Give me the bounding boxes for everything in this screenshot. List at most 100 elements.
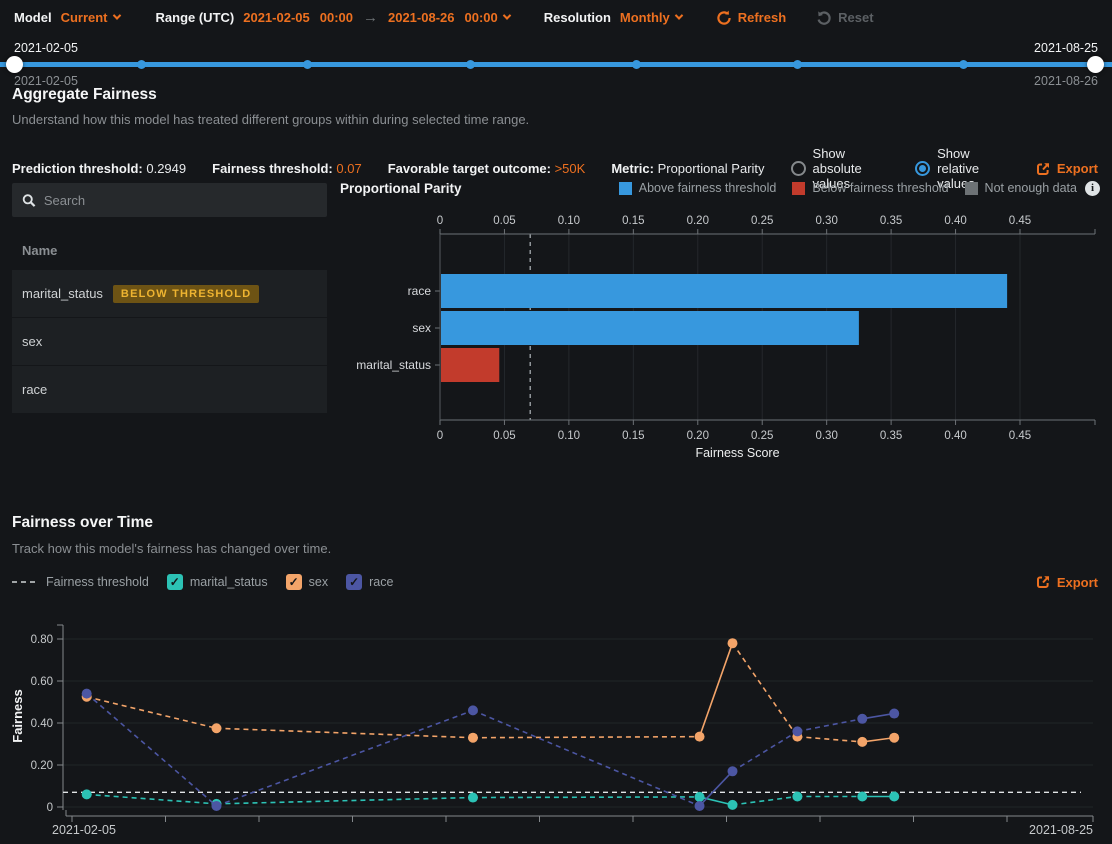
bar-chart-title: Proportional Parity <box>340 180 462 196</box>
threshold-legend-label: Fairness threshold <box>46 575 149 589</box>
reset-button[interactable]: Reset <box>816 10 874 26</box>
data-point-sex[interactable] <box>889 732 900 743</box>
checkbox-sex[interactable]: ✓ <box>285 574 302 590</box>
bar-axis-tick: 0.10 <box>558 215 580 227</box>
slider-dot <box>632 60 642 69</box>
slider-track[interactable] <box>0 60 1112 69</box>
data-point-race[interactable] <box>81 688 92 699</box>
bar-marital_status[interactable] <box>441 348 500 382</box>
radio-unchecked-icon <box>790 161 806 176</box>
top-toolbar: Model Current Range (UTC) 2021-02-05 00:… <box>14 9 874 26</box>
line-yaxis-tick: 0 <box>47 802 53 814</box>
search-box[interactable] <box>12 183 327 217</box>
data-point-sex[interactable] <box>694 731 705 742</box>
list-item-race[interactable]: race <box>12 366 327 413</box>
line-chart: 0 0.20 0.40 0.60 0.80 2021-02-05 2021-08-25 Fai… <box>10 624 1094 837</box>
range-label: Range (UTC) <box>155 10 235 25</box>
data-point-marital_status[interactable] <box>727 799 738 810</box>
bar-axis-tick: 0.30 <box>815 215 837 227</box>
bar-race[interactable] <box>441 274 1008 308</box>
fairness-threshold: Fairness threshold: 0.07 <box>212 161 362 176</box>
bar-axis-tick: 0.20 <box>687 215 709 227</box>
search-input[interactable] <box>43 192 317 208</box>
bar-category-label: sex <box>412 321 431 335</box>
show-absolute-values-radio[interactable]: Show absolute values <box>790 146 892 191</box>
bar-xaxis-label: Fairness Score <box>695 446 779 460</box>
status-badge: BELOW THRESHOLD <box>112 284 260 303</box>
list-item-sex[interactable]: sex <box>12 318 327 365</box>
data-point-marital_status[interactable] <box>889 791 900 802</box>
bar-axis-tick: 0.45 <box>1009 215 1031 227</box>
line-yaxis-tick: 0.40 <box>31 718 53 730</box>
bar-axis-tick: 0 <box>437 215 443 227</box>
data-point-marital_status[interactable] <box>81 789 92 800</box>
line-xaxis-end-label: 2021-08-25 <box>1029 823 1093 837</box>
favorable-target-outcome: Favorable target outcome: >50K <box>387 161 586 176</box>
time-range-slider: 2021-02-05 2021-08-25 2021-02-05 2021-08… <box>0 40 1112 92</box>
line-yaxis-tick: 0.60 <box>31 676 53 688</box>
radio-checked-icon <box>915 161 931 176</box>
slider-handle-right[interactable] <box>1087 56 1104 73</box>
data-point-marital_status[interactable] <box>694 791 705 802</box>
data-point-sex[interactable] <box>211 723 222 734</box>
bar-axis-tick: 0.30 <box>815 430 837 442</box>
data-point-race[interactable] <box>694 800 705 811</box>
data-point-race[interactable] <box>857 713 868 724</box>
chevron-down-icon <box>112 10 121 20</box>
bar-axis-tick: 0.35 <box>880 430 902 442</box>
feature-name: marital_status <box>22 286 103 301</box>
export-icon <box>1036 576 1049 589</box>
feature-name: race <box>22 382 48 397</box>
model-selector[interactable]: Current <box>61 10 121 25</box>
prediction-threshold: Prediction threshold: 0.2949 <box>12 161 187 176</box>
over-time-export-button[interactable]: Export <box>1035 574 1098 590</box>
data-point-race[interactable] <box>467 705 478 716</box>
bar-axis-tick: 0.45 <box>1009 430 1031 442</box>
data-point-sex[interactable] <box>857 736 868 747</box>
checkbox-marital_status[interactable]: ✓ <box>166 574 183 590</box>
slider-handle-left[interactable] <box>6 56 23 73</box>
bar-chart: race sex marital_status 0 0 0.05 0.05 0.10 0.10 0… <box>356 215 1096 460</box>
refresh-button[interactable]: Refresh <box>716 10 786 26</box>
slider-end-label: 2021-08-25 <box>1034 41 1098 55</box>
slider-range-end: 2021-08-26 <box>1034 74 1098 88</box>
data-point-marital_status[interactable] <box>467 792 478 803</box>
proportional-parity-chart: Proportional Parity Above fairness thres… <box>340 178 1100 468</box>
list-item-marital_status[interactable]: marital_status BELOW THRESHOLD <box>12 270 327 317</box>
feature-list-panel: Name marital_status BELOW THRESHOLD sex rac… <box>12 170 327 414</box>
data-point-race[interactable] <box>211 800 222 811</box>
bar-axis-tick: 0.05 <box>493 430 515 442</box>
bar-sex[interactable] <box>441 311 859 345</box>
series-legend-label: race <box>369 575 394 589</box>
slider-start-label: 2021-02-05 <box>14 41 78 55</box>
refresh-icon <box>717 10 731 25</box>
bar-axis-tick: 0.35 <box>880 215 902 227</box>
range-start-button[interactable]: 2021-02-05 00:00 <box>243 10 353 25</box>
data-point-race[interactable] <box>792 726 803 737</box>
show-relative-values-radio[interactable]: Show relative values <box>915 146 1011 191</box>
info-icon[interactable]: i <box>1085 180 1100 196</box>
bar-category-label: marital_status <box>356 358 431 372</box>
slider-dot <box>466 60 476 69</box>
bar-axis-tick: 0.20 <box>687 430 709 442</box>
bar-axis-tick: 0.40 <box>944 430 966 442</box>
data-point-sex[interactable] <box>467 732 478 743</box>
resolution-selector[interactable]: Monthly <box>620 10 683 25</box>
legend-swatch <box>618 181 632 195</box>
checkbox-race[interactable]: ✓ <box>346 574 363 590</box>
series-legend-label: sex <box>308 575 329 589</box>
bar-axis-tick: 0.40 <box>944 215 966 227</box>
arrow-right-icon: → <box>362 9 378 26</box>
data-point-race[interactable] <box>889 708 900 719</box>
aggregate-export-button[interactable]: Export <box>1035 161 1098 177</box>
range-end-button[interactable]: 2021-08-26 00:00 <box>388 10 511 25</box>
data-point-sex[interactable] <box>727 638 738 649</box>
series-toggles: ✓ marital_status ✓ sex ✓ race <box>149 574 394 590</box>
bar-chart-legend: Above fairness threshold Below fairness t… <box>603 180 1100 196</box>
resolution-group: Resolution Monthly <box>544 10 683 25</box>
bar-axis-tick: 0.05 <box>493 215 515 227</box>
data-point-race[interactable] <box>727 766 738 777</box>
slider-dot <box>302 60 312 69</box>
data-point-marital_status[interactable] <box>792 791 803 802</box>
data-point-marital_status[interactable] <box>857 791 868 802</box>
